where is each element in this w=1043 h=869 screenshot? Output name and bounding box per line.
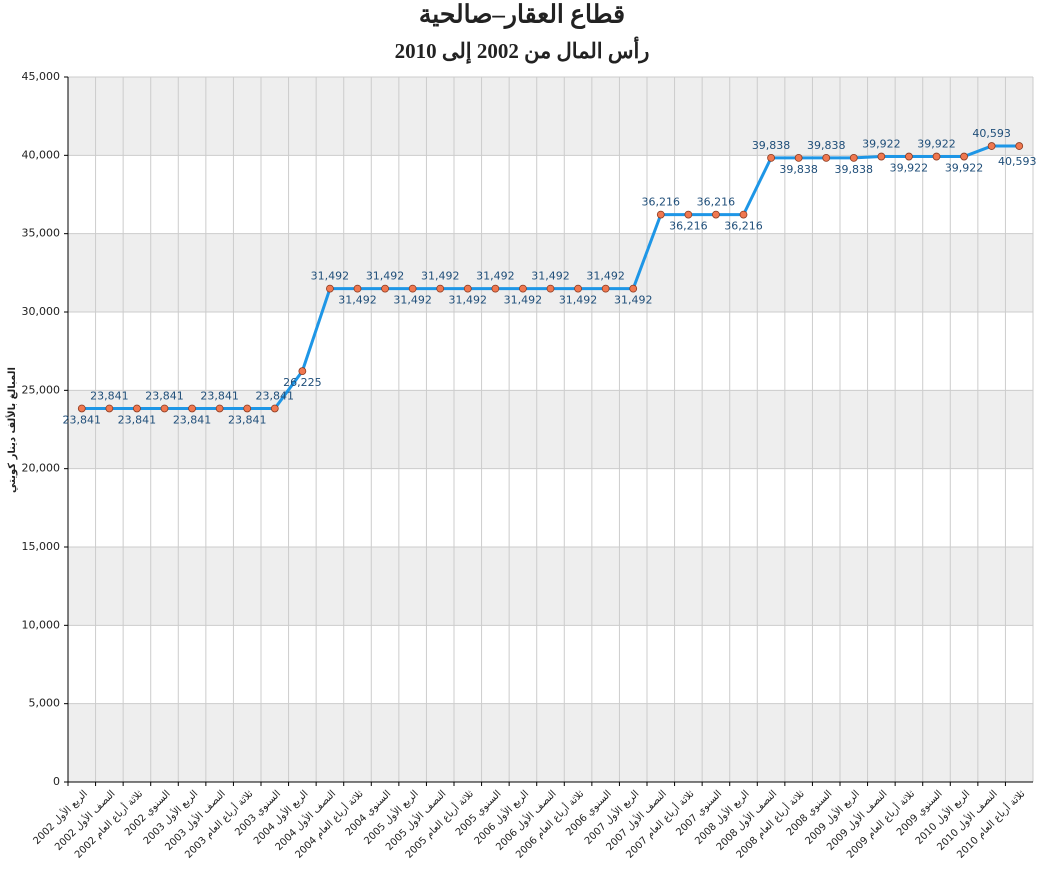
value-label: 31,492: [531, 270, 570, 283]
chart-title: قطاع العقار–صالحية: [419, 2, 625, 30]
value-label: 23,841: [200, 389, 239, 402]
point: [77, 404, 86, 413]
y-tick-label: 25,000: [22, 383, 61, 396]
point: [739, 210, 748, 219]
value-label: 39,922: [862, 138, 901, 151]
y-tick-label: 10,000: [22, 618, 61, 631]
grid-band: [68, 703, 1033, 782]
point: [712, 210, 720, 219]
value-label: 23,841: [256, 389, 295, 402]
value-label: 39,838: [779, 163, 818, 176]
point: [574, 284, 582, 293]
value-label: 31,492: [366, 270, 405, 283]
y-tick-label: 20,000: [22, 462, 61, 475]
point: [767, 153, 775, 162]
point: [243, 404, 252, 413]
value-label: 23,841: [90, 389, 129, 402]
grid-band: [68, 547, 1033, 626]
point: [656, 210, 665, 219]
point: [960, 152, 968, 161]
point: [546, 284, 555, 293]
value-label: 31,492: [476, 270, 515, 283]
y-tick-label: 45,000: [22, 70, 61, 83]
point: [160, 404, 169, 413]
y-tick-label: 5,000: [29, 697, 61, 710]
value-label: 36,216: [669, 220, 708, 233]
value-label: 39,838: [752, 139, 791, 152]
point: [105, 404, 114, 413]
value-label: 23,841: [145, 389, 184, 402]
point: [849, 153, 858, 162]
point: [932, 152, 941, 161]
value-label: 26,225: [283, 376, 322, 389]
point: [905, 152, 913, 161]
point: [353, 284, 362, 293]
value-label: 31,492: [504, 294, 543, 307]
grid-band: [68, 233, 1033, 312]
y-tick-label: 35,000: [22, 227, 61, 240]
y-tick-label: 40,000: [22, 148, 61, 161]
point: [1015, 142, 1024, 150]
y-tick-label: 0: [53, 775, 60, 788]
value-label: 31,492: [311, 270, 350, 283]
point: [188, 404, 196, 413]
grid-band: [68, 390, 1033, 469]
value-label: 39,922: [890, 162, 929, 175]
grid-band: [68, 77, 1033, 156]
point: [601, 284, 610, 293]
value-label: 23,841: [63, 413, 102, 426]
point: [519, 284, 527, 293]
value-label: 23,841: [228, 413, 267, 426]
value-label: 23,841: [173, 413, 212, 426]
point: [326, 284, 334, 293]
value-label: 31,492: [449, 294, 488, 307]
value-label: 31,492: [614, 294, 653, 307]
point: [822, 153, 831, 162]
point: [215, 404, 224, 413]
point: [629, 284, 638, 293]
value-label: 31,492: [393, 294, 432, 307]
point: [463, 284, 472, 293]
point: [133, 404, 141, 413]
value-label: 40,593: [998, 155, 1037, 168]
value-label: 39,838: [835, 163, 874, 176]
value-label: 40,593: [972, 127, 1011, 140]
y-tick-label: 15,000: [22, 540, 61, 553]
point: [408, 284, 417, 293]
value-label: 23,841: [118, 413, 157, 426]
point: [270, 404, 279, 413]
value-label: 39,922: [945, 162, 984, 175]
value-label: 36,216: [724, 220, 763, 233]
value-label: 31,492: [586, 270, 625, 283]
value-label: 31,492: [421, 270, 460, 283]
value-label: 31,492: [338, 294, 377, 307]
point: [491, 284, 500, 293]
value-label: 39,922: [917, 138, 956, 151]
point: [877, 152, 886, 161]
point: [987, 142, 996, 150]
value-label: 39,838: [807, 139, 846, 152]
chart-subtitle: رأس المال من 2002 إلى 2010: [395, 36, 650, 64]
y-axis-label: المبالغ بالألف دينار كويتي: [5, 367, 18, 493]
point: [298, 367, 307, 376]
point: [436, 284, 445, 293]
point: [684, 210, 693, 219]
value-label: 36,216: [697, 196, 736, 209]
value-label: 31,492: [559, 294, 598, 307]
point: [381, 284, 389, 293]
point: [794, 153, 803, 162]
value-label: 36,216: [642, 196, 681, 209]
y-tick-label: 30,000: [22, 305, 61, 318]
